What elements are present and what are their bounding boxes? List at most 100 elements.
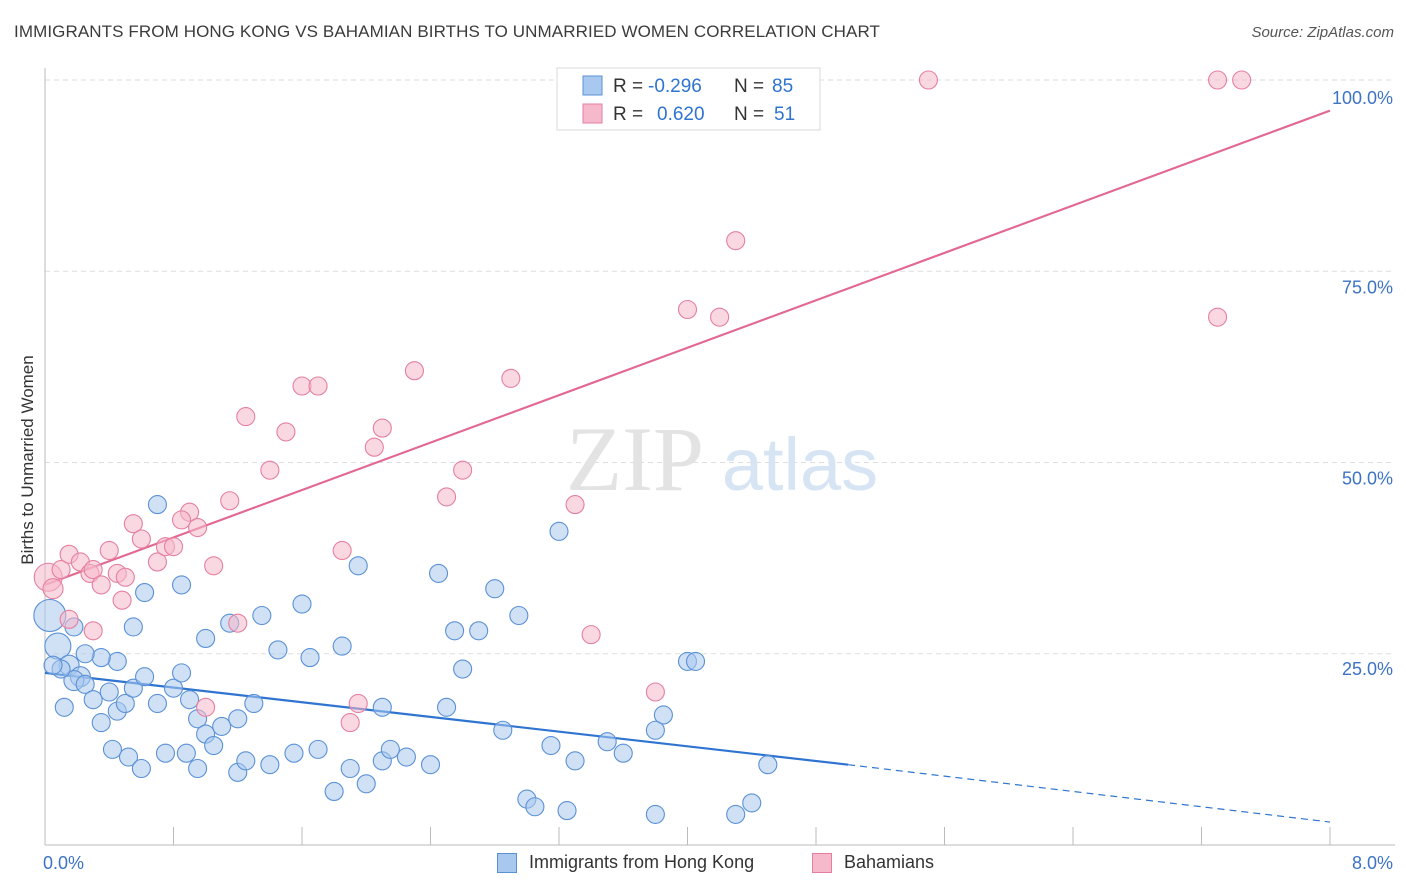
bahamians-point-25	[228, 613, 248, 633]
trend-line-pink	[44, 109, 1331, 586]
hong-kong-point-81	[380, 739, 400, 759]
bahamians-point-44	[710, 307, 730, 327]
hong-kong-point-14	[147, 693, 167, 714]
hong-kong-point-50	[613, 743, 633, 763]
y-tick-label-1: 50.0%	[1342, 469, 1393, 489]
y-tick-label-3: 100.0%	[1332, 88, 1393, 108]
legend-n-label-blue: N =	[734, 76, 764, 97]
hong-kong-point-84	[742, 793, 762, 813]
hong-kong-point-58	[509, 605, 529, 626]
hong-kong-point-53	[758, 755, 778, 775]
bahamians-point-11	[123, 514, 143, 534]
hong-kong-point-49	[597, 732, 617, 752]
bahamians-point-19	[220, 491, 240, 511]
watermark: ZIP atlas	[566, 408, 878, 510]
bahamians-point-33	[364, 437, 384, 457]
bahamians-point-35	[404, 361, 424, 381]
bahamians-point-10	[115, 567, 135, 587]
x-tick-labels: 0.0% 8.0%	[43, 853, 1393, 873]
hong-kong-point-20	[204, 735, 224, 756]
legend-swatch-bahamians	[812, 852, 832, 873]
bahamians-point-1	[42, 578, 64, 600]
hong-kong-point-80	[372, 697, 392, 717]
bahamians-point-8	[99, 540, 119, 561]
hong-kong-point-27	[155, 743, 176, 763]
hong-kong-point-43	[493, 720, 513, 740]
y-tick-label-2: 75.0%	[1342, 277, 1393, 297]
hong-kong-point-32	[260, 755, 280, 775]
hong-kong-point-74	[91, 648, 111, 668]
bahamians-point-32	[348, 693, 368, 714]
bahamians-point-18	[204, 556, 224, 576]
legend-label-bahamians: Bahamians	[844, 852, 935, 872]
hong-kong-point-62	[348, 556, 368, 576]
bahamians-point-31	[332, 540, 352, 561]
hong-kong-point-22	[228, 709, 248, 729]
trend-line-hong-kong	[44, 671, 1331, 823]
hong-kong-point-12	[123, 678, 143, 698]
hong-kong-point-55	[645, 720, 665, 740]
hong-kong-point-41	[437, 697, 457, 717]
hong-kong-point-36	[340, 758, 360, 779]
y-tick-label-0: 25.0%	[1342, 659, 1393, 679]
bahamians-point-6	[83, 560, 103, 580]
hong-kong-point-82	[645, 804, 665, 824]
legend-r-label-blue: R =	[613, 76, 643, 97]
hong-kong-point-21	[212, 716, 232, 736]
legend-n-value-blue: 85	[772, 76, 793, 97]
bahamians-point-15	[163, 537, 184, 557]
bahamians-point-42	[645, 682, 665, 702]
hong-kong-point-52	[685, 651, 706, 671]
bahamians-point-30	[308, 376, 328, 396]
hong-kong-point-56	[549, 521, 569, 541]
bahamians-point-7	[91, 575, 111, 595]
hong-kong-point-46	[541, 735, 561, 756]
hong-kong-point-78	[43, 655, 63, 675]
hong-kong-point-29	[188, 758, 208, 779]
hong-kong-point-63	[332, 636, 352, 656]
hong-kong-point-66	[268, 640, 288, 660]
x-tick-label-min: 0.0%	[43, 853, 84, 873]
legend-n-value-pink: 51	[774, 104, 795, 125]
hong-kong-point-16	[171, 663, 192, 683]
bahamians-point-39	[565, 495, 585, 515]
bahamians-point-49	[1208, 307, 1228, 327]
bahamians-point-27	[260, 460, 280, 480]
hong-kong-point-13	[135, 667, 155, 687]
hong-kong-point-11	[115, 693, 135, 714]
legend-item-hong-kong[interactable]: Immigrants from Hong Kong	[497, 852, 754, 873]
bahamians-point-40	[581, 625, 601, 645]
y-axis-label: Births to Unmarried Women	[18, 355, 37, 564]
bahamians-point-26	[236, 407, 256, 427]
hong-kong-point-64	[300, 648, 320, 668]
bahamians-point-24	[196, 697, 216, 717]
bahamians-point-38	[501, 368, 521, 388]
legend-item-bahamians[interactable]: Bahamians	[812, 852, 934, 873]
x-tick-label-max: 8.0%	[1352, 853, 1393, 873]
hong-kong-point-25	[118, 747, 139, 767]
bahamians-point-48	[1232, 70, 1252, 90]
trend-line-blue-dashed	[848, 764, 1331, 823]
hong-kong-point-57	[485, 579, 505, 599]
bahamians-point-36	[437, 487, 457, 507]
hong-kong-point-7	[54, 697, 74, 717]
hong-kong-point-60	[469, 621, 489, 641]
bahamians-point-22	[83, 621, 103, 641]
axes	[44, 68, 1395, 846]
chart-title: IMMIGRANTS FROM HONG KONG VS BAHAMIAN BI…	[14, 22, 881, 41]
bahamians-point-43	[677, 299, 698, 320]
hong-kong-point-33	[284, 743, 304, 763]
stats-legend: R = -0.296 N = 85 R = 0.620 N = 51	[556, 67, 821, 131]
hong-kong-point-71	[135, 582, 155, 603]
hong-kong-point-65	[292, 594, 312, 614]
hong-kong-point-70	[171, 575, 192, 595]
bahamians-point-2	[51, 560, 71, 580]
hong-kong-point-40	[420, 755, 441, 775]
hong-kong-point-45	[525, 797, 545, 817]
hong-kong-point-26	[131, 758, 151, 779]
hong-kong-point-6	[83, 690, 103, 710]
hong-kong-point-47	[557, 801, 577, 821]
hong-kong-point-15	[163, 678, 184, 698]
hong-kong-point-23	[244, 693, 264, 714]
